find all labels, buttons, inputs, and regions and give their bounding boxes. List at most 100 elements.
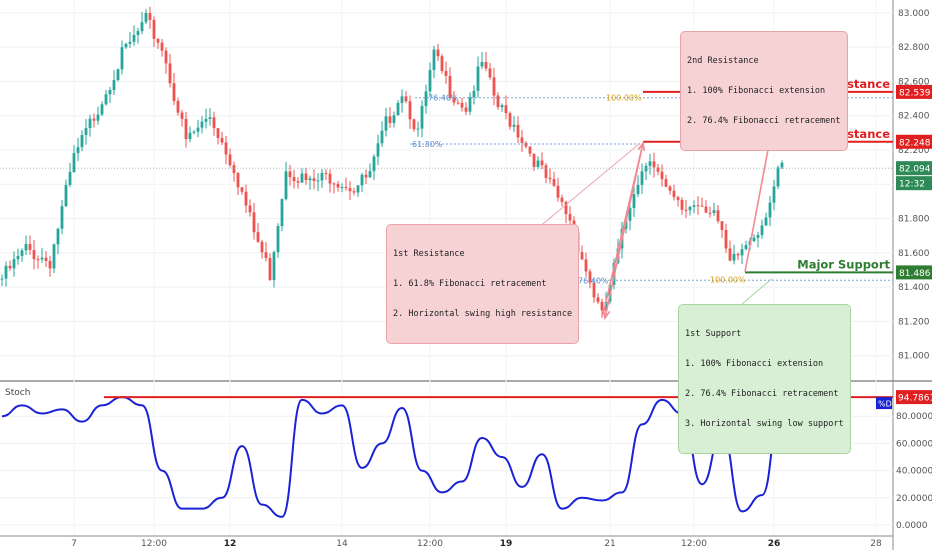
candle-body — [244, 191, 248, 206]
candle-body — [116, 69, 120, 81]
candle-body — [780, 162, 784, 168]
candle-body — [484, 61, 488, 69]
candle-body — [4, 265, 8, 279]
price-label-text: 12:32 — [899, 180, 925, 190]
candle-body — [296, 181, 300, 183]
fib-label: 100.00% — [606, 94, 642, 103]
candle-body — [156, 38, 160, 43]
candle-body — [408, 101, 412, 120]
stoch-legend-label: %D — [878, 400, 892, 409]
candle-body — [596, 297, 600, 302]
candle-body — [220, 137, 224, 143]
candle-body — [172, 83, 176, 102]
time-tick-label: 26 — [768, 539, 781, 549]
candle-body — [648, 161, 652, 166]
candle-body — [84, 128, 88, 135]
candle-body — [540, 160, 544, 166]
candle-body — [652, 161, 656, 168]
candle-body — [516, 124, 520, 138]
candle-body — [480, 61, 484, 67]
candle-body — [8, 265, 12, 269]
candle-body — [340, 187, 344, 189]
candle-body — [736, 253, 740, 256]
candle-body — [660, 171, 664, 180]
candle-body — [112, 80, 116, 90]
candle-body — [360, 174, 364, 186]
price-label-box — [896, 84, 932, 99]
price-tick-label: 81.200 — [898, 317, 930, 327]
candle-body — [392, 115, 396, 124]
candle-body — [196, 127, 200, 132]
note-first-resistance-title: 1st Resistance — [393, 249, 465, 259]
price-label-box — [896, 265, 932, 280]
candle-body — [672, 190, 676, 198]
candle-body — [760, 225, 764, 235]
candle-body — [32, 250, 36, 260]
axes: 83.00082.80082.60082.40082.20082.00081.8… — [71, 9, 932, 549]
note-first-support-line3: 3. Horizontal swing low support — [685, 419, 844, 429]
candle-body — [436, 49, 440, 57]
candle-body — [492, 77, 496, 96]
candle-body — [256, 232, 260, 242]
candle-body — [432, 49, 436, 71]
candle-body — [440, 56, 444, 72]
candle-body — [108, 89, 112, 95]
candle-body — [752, 237, 756, 242]
candle-body — [692, 205, 696, 207]
candle-body — [532, 153, 536, 167]
candle-body — [604, 301, 608, 311]
candle-body — [508, 113, 512, 127]
candle-body — [56, 228, 60, 245]
candle-body — [128, 41, 132, 44]
candle-body — [232, 165, 236, 174]
note-second-resistance-title: 2nd Resistance — [687, 56, 759, 66]
candle-body — [332, 183, 336, 185]
fib-label: 100.00% — [710, 275, 746, 284]
candle-body — [12, 259, 16, 269]
candle-body — [476, 66, 480, 91]
candle-body — [584, 259, 588, 272]
candle-body — [24, 244, 28, 251]
candle-body — [344, 187, 348, 189]
candle-body — [52, 244, 56, 269]
candlestick-series — [0, 6, 784, 318]
stoch-tick-label: 40.0000 — [896, 467, 932, 477]
candle-body — [224, 142, 228, 155]
candle-body — [556, 185, 560, 198]
candle-body — [552, 179, 556, 186]
candle-body — [396, 102, 400, 116]
candle-body — [36, 259, 40, 261]
candle-body — [184, 118, 188, 140]
candle-body — [168, 63, 172, 84]
candle-body — [636, 184, 640, 195]
candle-body — [708, 212, 712, 214]
candle-body — [92, 118, 96, 121]
candle-body — [656, 167, 660, 172]
price-label-text: 82.094 — [899, 165, 931, 175]
candle-body — [192, 131, 196, 133]
stoch-title: Stoch — [5, 388, 30, 398]
candle-body — [504, 105, 508, 114]
candle-body — [464, 107, 468, 112]
candle-body — [284, 171, 288, 200]
candle-body — [684, 209, 688, 211]
note-connector-support — [741, 278, 773, 305]
candle-body — [160, 42, 164, 51]
candle-body — [588, 271, 592, 283]
candle-body — [704, 206, 708, 213]
candle-body — [292, 177, 296, 182]
candle-body — [16, 255, 20, 260]
note-second-resistance: 2nd Resistance 1. 100% Fibonacci extensi… — [680, 31, 848, 151]
candle-body — [696, 205, 700, 207]
candle-body — [548, 177, 552, 180]
candle-body — [200, 121, 204, 128]
candle-body — [352, 191, 356, 193]
candle-body — [772, 186, 776, 203]
note-first-support: 1st Support 1. 100% Fibonacci extension … — [678, 304, 851, 454]
candle-body — [412, 119, 416, 130]
candle-body — [520, 137, 524, 143]
candle-body — [676, 197, 680, 200]
candle-body — [428, 70, 432, 92]
price-tick-label: 82.800 — [898, 43, 930, 53]
